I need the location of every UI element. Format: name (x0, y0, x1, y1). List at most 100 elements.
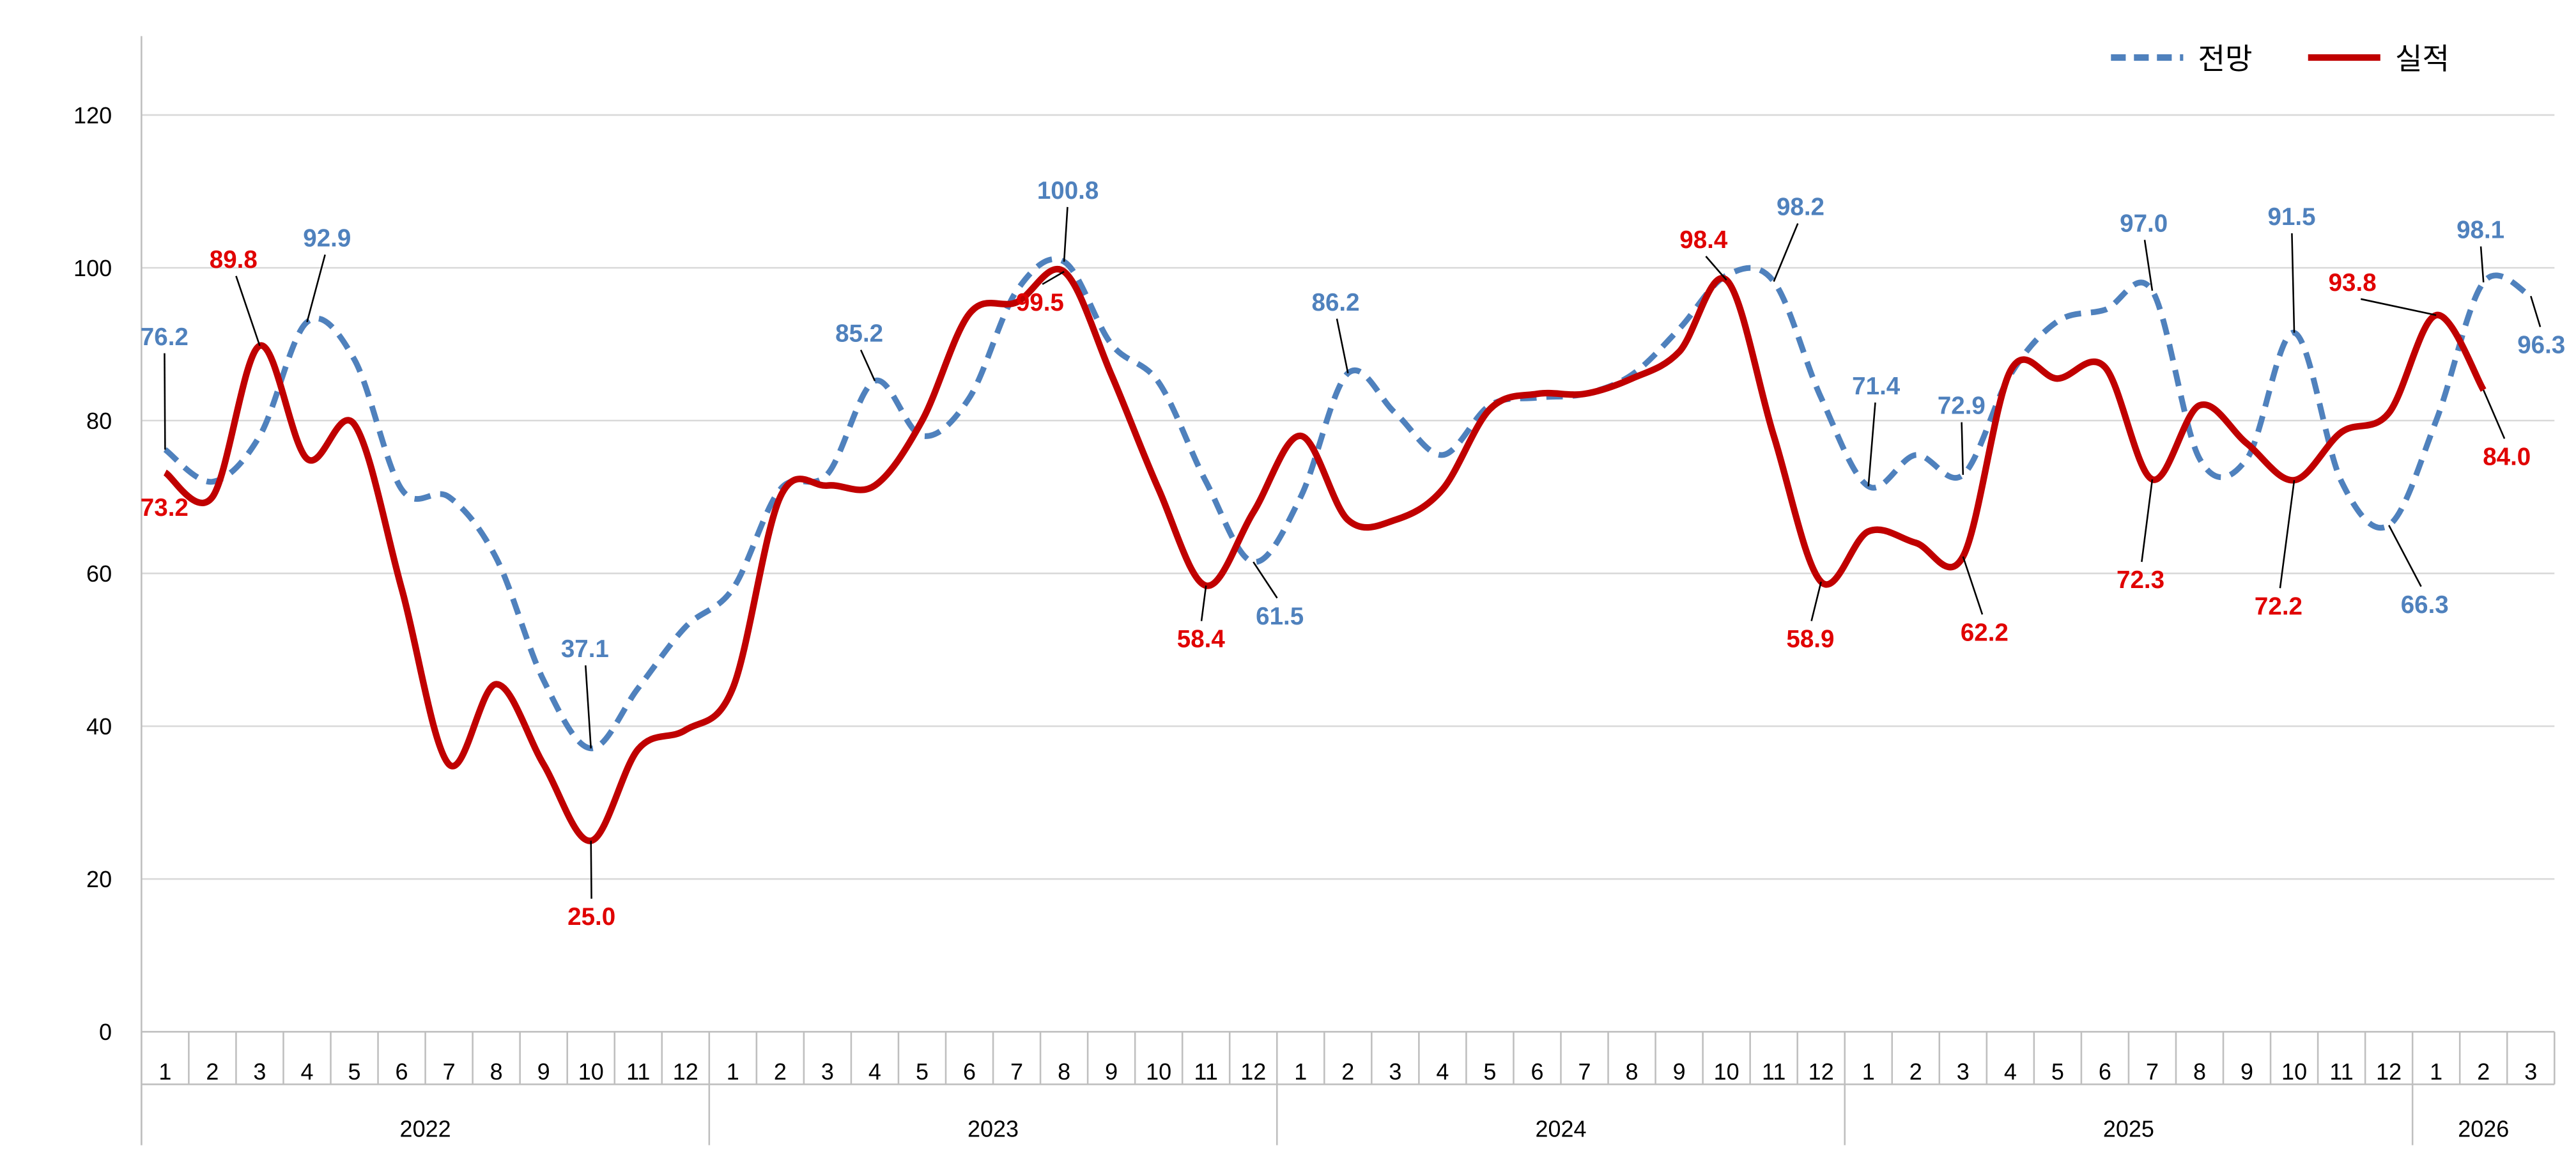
x-tick-label: 8 (1626, 1058, 1639, 1085)
x-tick-label: 4 (868, 1058, 881, 1085)
y-tick-label: 40 (86, 713, 112, 740)
data-label: 72.2 (2255, 593, 2302, 620)
leader-line (1867, 402, 1876, 486)
x-tick-label: 9 (1673, 1058, 1686, 1085)
leader-line (1705, 256, 1727, 281)
x-tick-label: 4 (1436, 1058, 1449, 1085)
leader-line (1961, 422, 1964, 475)
leader-line (2141, 479, 2154, 562)
x-tick-label: 3 (821, 1058, 834, 1085)
leader-line (1063, 206, 1068, 262)
year-label: 2023 (968, 1116, 1019, 1142)
x-tick-label: 7 (2146, 1058, 2159, 1085)
leader-line (235, 275, 261, 346)
data-label: 98.2 (1777, 194, 1824, 221)
data-label: 58.4 (1177, 626, 1226, 653)
x-tick-label: 2 (206, 1058, 219, 1085)
x-tick-label: 8 (1058, 1058, 1070, 1085)
data-label: 98.4 (1679, 226, 1728, 254)
x-tick-label: 6 (2099, 1058, 2111, 1085)
y-tick-label: 60 (86, 561, 112, 587)
x-tick-label: 3 (253, 1058, 266, 1085)
leader-line (1810, 581, 1822, 621)
leader-line (1200, 585, 1207, 621)
x-tick-label: 12 (1809, 1058, 1834, 1085)
y-tick-label: 100 (73, 255, 112, 281)
x-tick-label: 11 (1194, 1058, 1218, 1085)
x-tick-label: 6 (1531, 1058, 1543, 1085)
x-tick-label: 7 (1010, 1058, 1023, 1085)
year-label: 2025 (2103, 1116, 2154, 1142)
data-label: 58.9 (1786, 626, 1834, 653)
data-label: 92.9 (303, 225, 351, 252)
data-label: 76.2 (141, 323, 189, 351)
leader-line (2483, 389, 2506, 439)
data-label: 100.8 (1037, 177, 1099, 205)
x-tick-label: 11 (2329, 1058, 2353, 1085)
x-tick-label: 1 (727, 1058, 739, 1085)
data-labels: 76.2 92.9 37.1 85.2 100.8 61.5 86.2 98.2 71.4 72.… (141, 177, 2565, 931)
y-tick-label: 20 (86, 866, 112, 892)
x-tick-label: 2 (1909, 1058, 1922, 1085)
leader-line (2291, 233, 2295, 333)
x-tick-label: 8 (490, 1058, 503, 1085)
leader-line (1336, 318, 1349, 374)
data-label: 73.2 (141, 494, 189, 522)
x-tick-label: 3 (1389, 1058, 1401, 1085)
y-tick-label: 120 (73, 102, 112, 128)
data-label: 96.3 (2517, 332, 2565, 359)
data-label: 99.5 (1016, 289, 1064, 316)
leader-line (2530, 295, 2541, 327)
x-tick-label: 1 (158, 1058, 171, 1085)
leader-line (1253, 561, 1278, 599)
x-tick-label: 10 (2281, 1058, 2307, 1085)
legend: 전망 실적 (2111, 42, 2449, 75)
x-tick-label: 5 (1483, 1058, 1496, 1085)
y-axis-ticks: 0 20 40 60 80 100 120 (73, 102, 112, 1045)
data-label: 85.2 (835, 320, 883, 348)
x-tick-label: 2 (2477, 1058, 2490, 1085)
x-tick-label: 12 (2376, 1058, 2402, 1085)
data-label: 97.0 (2120, 210, 2168, 237)
leader-line (1042, 270, 1065, 285)
data-label: 37.1 (561, 635, 609, 663)
leader-line (164, 353, 166, 450)
x-tick-label: 7 (443, 1058, 456, 1085)
data-label: 84.0 (2483, 443, 2531, 470)
x-tick-label: 9 (537, 1058, 550, 1085)
x-tick-label: 5 (916, 1058, 929, 1085)
data-label: 66.3 (2401, 591, 2449, 619)
forecast-line (163, 256, 2533, 752)
leader-line (860, 349, 876, 382)
x-tick-label: 1 (1294, 1058, 1307, 1085)
x-tick-label: 12 (673, 1058, 698, 1085)
data-label: 86.2 (1312, 289, 1360, 316)
leader-line (2143, 240, 2154, 291)
leader-line (1962, 556, 1984, 615)
leader-line (2480, 246, 2485, 283)
x-tick-label: 12 (1240, 1058, 1266, 1085)
leader-line (1773, 223, 1799, 282)
data-label: 72.3 (2117, 566, 2164, 594)
year-label: 2022 (400, 1116, 451, 1142)
x-tick-label: 2 (774, 1058, 787, 1085)
leader-line (306, 254, 326, 323)
legend-label: 실적 (2395, 42, 2449, 75)
leader-line (590, 841, 592, 899)
leader-line (2360, 298, 2437, 316)
y-tick-label: 80 (86, 408, 112, 434)
year-label: 2026 (2458, 1116, 2509, 1142)
x-tick-label: 4 (300, 1058, 313, 1085)
x-tick-label: 9 (1105, 1058, 1118, 1085)
data-label: 62.2 (1961, 619, 2009, 646)
x-tick-label: 6 (963, 1058, 976, 1085)
data-label: 61.5 (1256, 603, 1304, 630)
x-tick-label: 4 (2004, 1058, 2017, 1085)
x-tick-label: 2 (1341, 1058, 1354, 1085)
x-tick-label: 3 (2524, 1058, 2537, 1085)
x-tick-label: 7 (1578, 1058, 1591, 1085)
year-label: 2024 (1535, 1116, 1586, 1142)
data-label: 71.4 (1852, 373, 1901, 400)
data-label: 25.0 (567, 903, 615, 931)
x-axis: 1 2 3 4 5 6 7 8 9 10 11 12 1 2 3 4 5 6 7 8 9 10 11 12 1 2 3 4 5 6 7 8 9 1… (141, 36, 2556, 1145)
